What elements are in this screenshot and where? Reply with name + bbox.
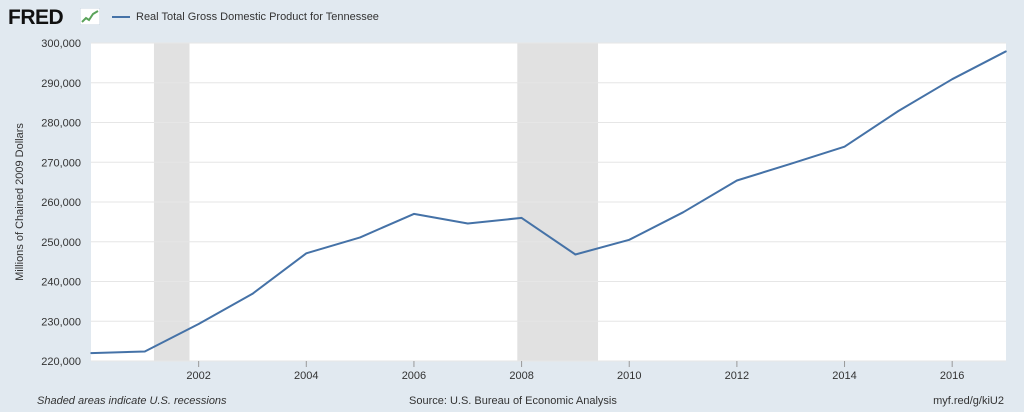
- data-point: [736, 179, 738, 182]
- data-point: [789, 163, 792, 165]
- data-point: [413, 213, 415, 215]
- data-point: [359, 236, 361, 239]
- data-point: [682, 211, 684, 214]
- data-point: [197, 323, 200, 325]
- data-point: [897, 110, 900, 112]
- data-point: [1005, 50, 1007, 53]
- data-point: [466, 222, 469, 225]
- legend: Real Total Gross Domestic Product for Te…: [112, 11, 379, 23]
- chart-header: FRED Real Total Gross Domestic Product f…: [0, 0, 1024, 34]
- data-point: [90, 352, 92, 354]
- x-tick-label: 2008: [509, 370, 533, 382]
- data-point: [628, 238, 631, 241]
- x-tick-label: 2010: [617, 370, 641, 382]
- y-tick-label: 250,000: [41, 237, 81, 249]
- y-tick-label: 230,000: [41, 316, 81, 328]
- y-axis-label: Millions of Chained 2009 Dollars: [14, 123, 26, 281]
- x-tick-label: 2006: [402, 370, 426, 382]
- y-tick-label: 220,000: [41, 356, 81, 368]
- y-tick-label: 300,000: [41, 38, 81, 50]
- x-tick-label: 2012: [725, 370, 749, 382]
- data-point: [843, 145, 846, 148]
- source-note: Source: U.S. Bureau of Economic Analysis: [409, 395, 617, 407]
- y-tick-label: 240,000: [41, 277, 81, 289]
- data-point: [574, 253, 577, 256]
- legend-swatch: [112, 16, 130, 18]
- y-tick-label: 290,000: [41, 78, 81, 90]
- data-point: [305, 252, 308, 255]
- series-line: [90, 50, 1007, 355]
- x-tick-label: 2002: [186, 370, 210, 382]
- y-tick-label: 270,000: [41, 157, 81, 169]
- data-point: [144, 350, 146, 353]
- fred-graph-icon: [80, 8, 100, 25]
- x-tick-label: 2014: [832, 370, 856, 382]
- x-tick-label: 2016: [940, 370, 964, 382]
- y-tick-label: 260,000: [41, 197, 81, 209]
- short-link[interactable]: myf.red/g/kiU2: [933, 395, 1004, 407]
- x-tick-label: 2004: [294, 370, 318, 382]
- y-tick-label: 280,000: [41, 118, 81, 130]
- fred-logo[interactable]: FRED: [8, 6, 64, 29]
- data-point: [520, 217, 523, 219]
- data-point: [251, 293, 254, 295]
- recession-note: Shaded areas indicate U.S. recessions: [37, 395, 227, 407]
- data-point: [951, 78, 953, 80]
- legend-label: Real Total Gross Domestic Product for Te…: [136, 11, 379, 23]
